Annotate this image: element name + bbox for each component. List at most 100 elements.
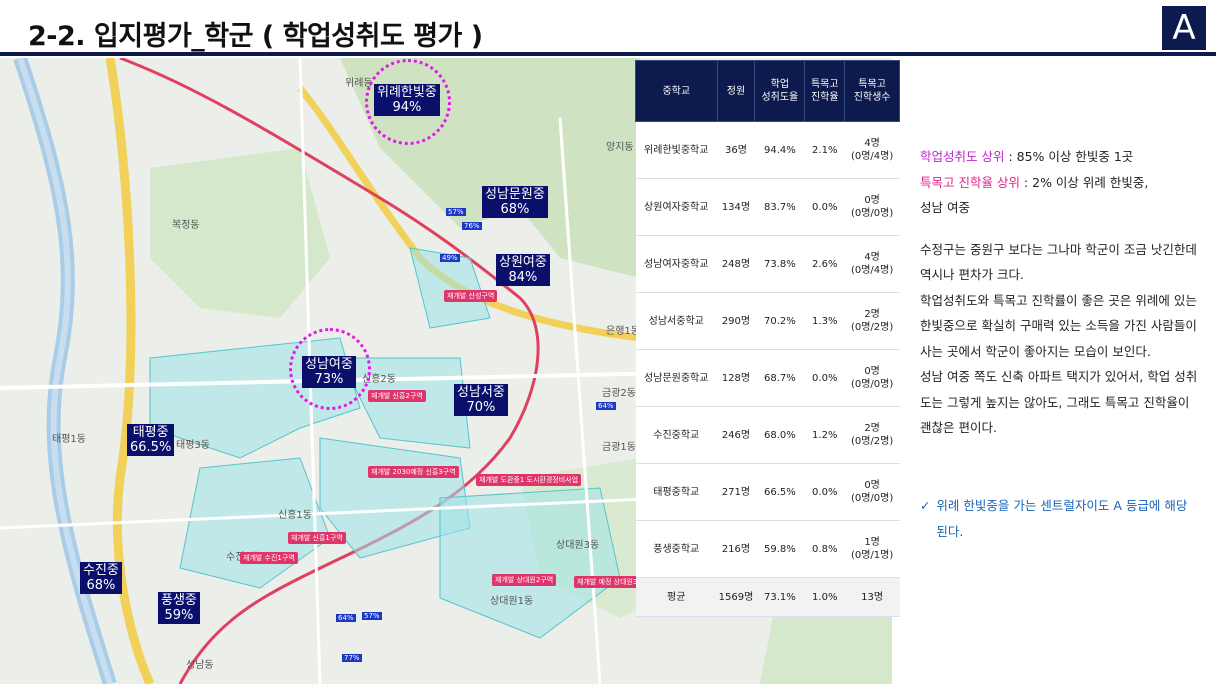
count-detail: (0명/4명) bbox=[850, 151, 894, 162]
cell-quota: 36명 bbox=[717, 121, 755, 179]
flag-marker: 64% bbox=[336, 614, 356, 622]
school-label-pungsaeng[interactable]: 풍생중 59% bbox=[158, 592, 200, 624]
school-label-sujin[interactable]: 수진중 68% bbox=[80, 562, 122, 594]
note-paragraph: 학업성취도와 특목고 진학률이 좋은 곳은 위례에 있는 한빛중으로 확실히 구… bbox=[920, 292, 1197, 359]
place-label: 은행1동 bbox=[606, 326, 640, 337]
school-label-name: 태평중 bbox=[132, 425, 169, 440]
table-header-row: 중학교 정원 학업 성취도율 특목고 진학율 특목고 진학생수 bbox=[635, 60, 900, 122]
cell-special-rate: 1.3% bbox=[804, 292, 845, 350]
note-paragraph: 수정구는 중원구 보다는 그나마 학군이 조금 낫긴한데 역시나 편차가 크다. bbox=[920, 241, 1197, 283]
school-label-seongnam-seo[interactable]: 성남서중 70% bbox=[454, 384, 508, 416]
avg-special-rate: 1.0% bbox=[804, 577, 845, 617]
brand-logo: A bbox=[1162, 6, 1206, 50]
school-label-taepyeong[interactable]: 태평중 66.5% bbox=[127, 424, 175, 456]
place-label: 양지동 bbox=[606, 142, 634, 153]
cell-achievement: 68.0% bbox=[754, 406, 805, 464]
flag-marker: 57% bbox=[446, 208, 466, 216]
redevelopment-pin[interactable]: 재개발 예정 상대원3구역 bbox=[574, 576, 654, 588]
col-achievement: 학업 성취도율 bbox=[754, 60, 806, 122]
cell-quota: 248명 bbox=[717, 235, 755, 293]
page-title: 2-2. 입지평가_학군 ( 학업성취도 평가 ) bbox=[28, 21, 483, 52]
note-line: 성남 여중 bbox=[920, 200, 970, 215]
note-line: 학업성취도 상위 : 85% 이상 한빛중 1곳 bbox=[920, 144, 1200, 170]
redevelopment-pin[interactable]: 재개발 신흥1구역 bbox=[288, 532, 346, 544]
table-row: 풍생중학교 216명 59.8% 0.8% 1명 (0명/1명) bbox=[635, 520, 900, 578]
cell-special-rate: 2.6% bbox=[804, 235, 845, 293]
cell-school: 풍생중학교 bbox=[635, 520, 717, 578]
spacer bbox=[920, 221, 1200, 237]
count-main: 0명 bbox=[864, 195, 880, 206]
place-label: 태평1동 bbox=[52, 434, 86, 445]
redevelopment-pin[interactable]: 재개발 수진1구역 bbox=[240, 552, 298, 564]
cell-achievement: 66.5% bbox=[754, 463, 805, 521]
school-label-seongnam-girls[interactable]: 성남여중 73% bbox=[302, 356, 356, 388]
table-row: 수진중학교 246명 68.0% 1.2% 2명 (0명/2명) bbox=[635, 406, 900, 464]
table-row: 태평중학교 271명 66.5% 0.0% 0명 (0명/0명) bbox=[635, 463, 900, 521]
flag-marker: 77% bbox=[342, 654, 362, 662]
redevelopment-pin[interactable]: 재개발 상대원2구역 bbox=[492, 574, 557, 586]
cell-quota: 271명 bbox=[717, 463, 755, 521]
cell-special-rate: 0.0% bbox=[804, 463, 845, 521]
cell-achievement: 83.7% bbox=[754, 178, 805, 236]
cell-special-rate: 0.0% bbox=[804, 178, 845, 236]
cell-quota: 290명 bbox=[717, 292, 755, 350]
school-label-wirye-hanbit[interactable]: 위례한빛중 94% bbox=[374, 84, 440, 116]
count-detail: (0명/0명) bbox=[850, 208, 894, 219]
school-label-rate: 70% bbox=[466, 400, 496, 415]
cell-achievement: 59.8% bbox=[754, 520, 805, 578]
cell-special-count: 0명 (0명/0명) bbox=[844, 178, 900, 236]
cell-school: 위례한빛중학교 bbox=[635, 121, 717, 179]
flag-marker: 76% bbox=[462, 222, 482, 230]
school-label-sangwon[interactable]: 상원여중 84% bbox=[496, 254, 550, 286]
table-average-row: 평균 1569명 73.1% 1.0% 13명 bbox=[635, 577, 900, 617]
redevelopment-pin[interactable]: 재개발 도환중1 도시환경정비사업 bbox=[476, 474, 582, 486]
count-detail: (0명/0명) bbox=[850, 379, 894, 390]
cell-special-rate: 0.0% bbox=[804, 349, 845, 407]
count-main: 0명 bbox=[864, 480, 880, 491]
place-label: 태평3동 bbox=[176, 440, 210, 451]
avg-achievement: 73.1% bbox=[754, 577, 805, 617]
note-text: : 85% 이상 한빛중 1곳 bbox=[1004, 149, 1134, 164]
school-label-rate: 59% bbox=[164, 608, 194, 623]
redevelopment-pin[interactable]: 재개발 신흥2구역 bbox=[368, 390, 426, 402]
cell-quota: 246명 bbox=[717, 406, 755, 464]
cell-achievement: 94.4% bbox=[754, 121, 805, 179]
place-label: 금광1동 bbox=[602, 442, 636, 453]
highlight-circle bbox=[365, 59, 451, 145]
school-label-rate: 73% bbox=[314, 372, 344, 387]
school-label-name: 성남여중 bbox=[305, 357, 353, 372]
cell-school: 성남서중학교 bbox=[635, 292, 717, 350]
cell-school: 상원여자중학교 bbox=[635, 178, 717, 236]
school-label-rate: 84% bbox=[508, 270, 538, 285]
cell-achievement: 68.7% bbox=[754, 349, 805, 407]
col-special-count: 특목고 진학생수 bbox=[844, 60, 900, 122]
redevelopment-pin[interactable]: 재개발 산성구역 bbox=[444, 290, 498, 302]
place-label: 상대원3동 bbox=[556, 540, 600, 551]
school-label-name: 풍생중 bbox=[161, 593, 197, 608]
cell-special-count: 1명 (0명/1명) bbox=[844, 520, 900, 578]
school-label-rate: 68% bbox=[86, 578, 116, 593]
place-label: 신흥1동 bbox=[278, 510, 312, 521]
school-label-name: 성남서중 bbox=[457, 385, 505, 400]
note-text: : 2% 이상 위례 한빛중, bbox=[1019, 174, 1149, 190]
cell-special-count: 2명 (0명/2명) bbox=[844, 292, 900, 350]
count-main: 2명 bbox=[864, 309, 880, 320]
school-label-munwon[interactable]: 성남문원중 68% bbox=[482, 186, 548, 218]
count-detail: (0명/2명) bbox=[850, 322, 894, 333]
count-detail: (0명/2명) bbox=[850, 436, 894, 447]
cell-special-count: 4명 (0명/4명) bbox=[844, 121, 900, 179]
cell-special-count: 4명 (0명/4명) bbox=[844, 235, 900, 293]
count-main: 2명 bbox=[864, 423, 880, 434]
flag-marker: 57% bbox=[362, 612, 382, 620]
school-label-name: 수진중 bbox=[83, 563, 119, 578]
highlight-achievement: 학업성취도 상위 bbox=[920, 149, 1005, 164]
col-special-rate: 특목고 진학율 bbox=[804, 60, 846, 122]
note-line: 특목고 진학율 상위 : 2% 이상 위례 한빛중, bbox=[920, 170, 1200, 196]
cell-school: 태평중학교 bbox=[635, 463, 717, 521]
redevelopment-pin[interactable]: 재개발 2030예정 신흥3구역 bbox=[368, 466, 459, 478]
col-quota: 정원 bbox=[716, 60, 756, 122]
cell-achievement: 73.8% bbox=[754, 235, 805, 293]
count-main: 4명 bbox=[864, 138, 880, 149]
place-label: 신흥2동 bbox=[362, 374, 396, 385]
school-label-rate: 66.5% bbox=[130, 440, 172, 455]
